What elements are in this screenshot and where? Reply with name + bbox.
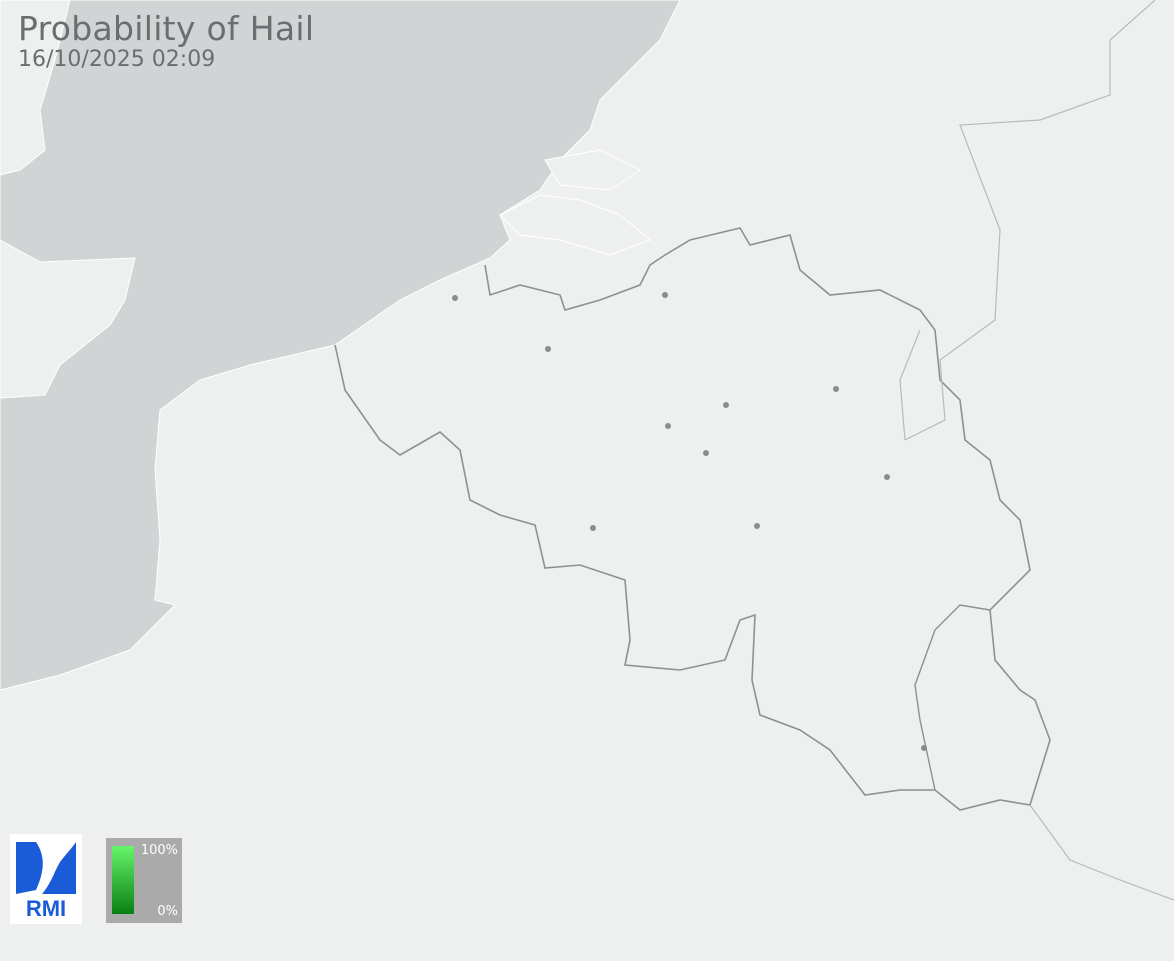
legend-min-label: 0% [157, 904, 178, 919]
city-dot [723, 402, 729, 408]
land-north [0, 0, 71, 176]
city-dot [884, 474, 890, 480]
city-dot [754, 523, 760, 529]
city-dot [452, 295, 458, 301]
map-title: Probability of Hail [18, 9, 315, 48]
sea [0, 0, 681, 691]
land-england [0, 239, 136, 399]
belgium-border [334, 227, 1051, 811]
city-dot [590, 525, 596, 531]
city-dot [921, 745, 927, 751]
legend-gradient-bar [112, 846, 134, 914]
country-border [899, 0, 1174, 901]
city-dot [703, 450, 709, 456]
city-dot [662, 292, 668, 298]
logo-text: RMI [25, 896, 67, 921]
city-dot [545, 346, 551, 352]
city-dot [833, 386, 839, 392]
rmi-logo: RMI [10, 834, 82, 924]
probability-legend: 100% 0% [106, 838, 182, 923]
rmi-logo-icon [16, 842, 76, 894]
legend-max-label: 100% [140, 843, 178, 858]
luxembourg-border [914, 604, 991, 791]
city-markers [452, 292, 927, 751]
map-timestamp: 16/10/2025 02:09 [18, 47, 216, 72]
land-zeeland [499, 149, 651, 256]
city-dot [665, 423, 671, 429]
